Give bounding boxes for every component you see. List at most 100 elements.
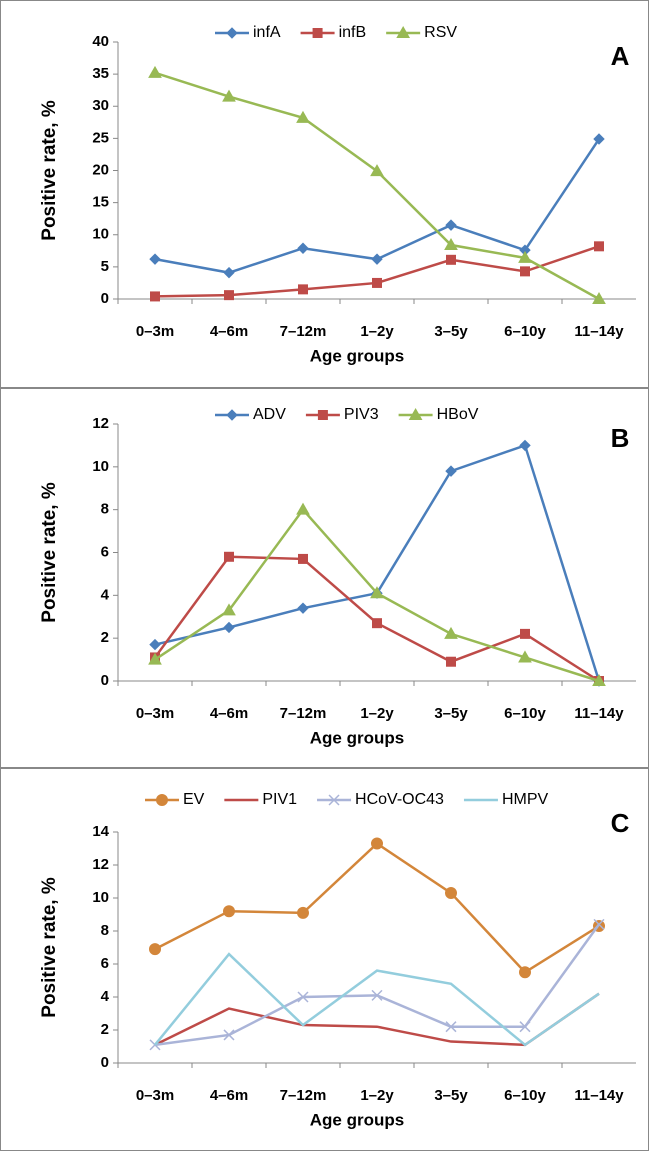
marker	[312, 28, 323, 38]
y-tick-label: 25	[92, 129, 109, 146]
marker	[224, 290, 234, 301]
legend-label: HMPV	[502, 791, 549, 808]
y-tick-label: 4	[101, 988, 110, 1005]
marker	[226, 27, 238, 39]
marker	[156, 794, 168, 806]
x-tick-label: 4–6m	[210, 1087, 248, 1104]
legend-label: infB	[339, 24, 367, 41]
marker	[222, 603, 236, 616]
y-tick-label: 14	[92, 823, 109, 840]
marker	[519, 439, 531, 452]
marker	[222, 89, 236, 102]
marker	[408, 407, 423, 420]
panel-frame	[0, 0, 649, 388]
legend-label: infA	[253, 24, 281, 41]
marker	[445, 887, 457, 900]
x-tick-label: 7–12m	[280, 323, 327, 340]
y-tick-label: 8	[101, 922, 109, 939]
y-tick-label: 35	[92, 65, 109, 82]
marker	[223, 1029, 235, 1041]
marker	[446, 656, 456, 667]
marker	[371, 253, 383, 265]
marker	[298, 284, 308, 295]
x-tick-label: 1–2y	[360, 323, 394, 340]
marker	[593, 133, 605, 145]
x-tick-label: 6–10y	[504, 1087, 546, 1104]
marker	[519, 966, 531, 979]
panel: 0 5 10 15 20 25 30 35 40 0–3m 4–6m 7–12m 1–2y 3–5y 6–1…	[0, 0, 649, 388]
series-line	[154, 443, 601, 682]
marker	[444, 238, 458, 251]
legend-label: ADV	[253, 406, 286, 423]
x-tick-label: 11–14y	[574, 705, 624, 722]
marker	[317, 410, 328, 420]
marker	[371, 989, 383, 1001]
marker	[296, 502, 310, 515]
marker	[224, 551, 234, 562]
y-tick-label: 12	[92, 856, 109, 873]
marker	[223, 266, 235, 279]
x-tick-label: 7–12m	[280, 705, 327, 722]
x-tick-label: 3–5y	[434, 1087, 468, 1104]
y-axis-title: Positive rate, %	[39, 100, 60, 241]
x-tick-label: 0–3m	[136, 705, 174, 722]
marker	[148, 652, 162, 665]
marker	[226, 409, 238, 421]
y-tick-label: 6	[101, 955, 109, 972]
x-tick-label: 11–14y	[574, 1087, 624, 1104]
marker	[297, 242, 309, 254]
marker	[370, 164, 384, 177]
marker	[519, 1021, 531, 1033]
x-tick-label: 11–14y	[574, 323, 624, 340]
panel-label: B	[611, 423, 630, 453]
marker	[518, 250, 532, 263]
legend-label: RSV	[424, 24, 457, 41]
panel: 0 2 4 6 8 10 12 0–3m 4–6m 7–12m 1–2y 3–5y 6–10y 11–14…	[0, 388, 649, 768]
legend-label: PIV3	[344, 406, 379, 423]
x-tick-label: 3–5y	[434, 705, 468, 722]
y-tick-label: 20	[92, 161, 109, 178]
marker	[372, 618, 382, 629]
y-tick-label: 2	[101, 629, 109, 646]
legend-label: HBoV	[437, 406, 479, 423]
x-tick-label: 6–10y	[504, 323, 546, 340]
y-tick-label: 0	[101, 1054, 109, 1071]
panel-frame	[0, 388, 649, 768]
marker	[520, 266, 530, 277]
marker	[149, 943, 161, 956]
x-tick-label: 7–12m	[280, 1087, 327, 1104]
x-tick-label: 3–5y	[434, 323, 468, 340]
marker	[297, 602, 309, 614]
panel-label: A	[611, 41, 630, 71]
marker	[445, 465, 457, 477]
marker	[372, 277, 382, 288]
y-axis-title: Positive rate, %	[39, 482, 60, 623]
x-tick-label: 1–2y	[360, 1087, 394, 1104]
marker	[223, 905, 235, 918]
x-tick-label: 0–3m	[136, 323, 174, 340]
marker	[149, 638, 161, 651]
x-axis-title: Age groups	[310, 346, 404, 365]
y-tick-label: 8	[101, 501, 109, 518]
marker	[223, 621, 235, 634]
y-tick-label: 10	[92, 889, 109, 906]
y-tick-label: 12	[92, 415, 109, 432]
marker	[594, 241, 604, 252]
x-tick-label: 0–3m	[136, 1087, 174, 1104]
x-tick-label: 4–6m	[210, 323, 248, 340]
legend-label: HCoV-OC43	[355, 791, 444, 808]
y-tick-label: 0	[101, 290, 109, 307]
series-line	[154, 952, 600, 1047]
marker	[518, 650, 532, 663]
y-tick-label: 10	[92, 226, 109, 243]
y-tick-label: 10	[92, 458, 109, 475]
x-axis-title: Age groups	[310, 1110, 404, 1129]
x-tick-label: 1–2y	[360, 705, 394, 722]
marker	[297, 906, 309, 919]
series-line	[154, 841, 600, 974]
marker	[592, 291, 606, 304]
y-tick-label: 40	[92, 33, 109, 50]
marker	[149, 253, 161, 265]
y-tick-label: 5	[101, 258, 109, 275]
